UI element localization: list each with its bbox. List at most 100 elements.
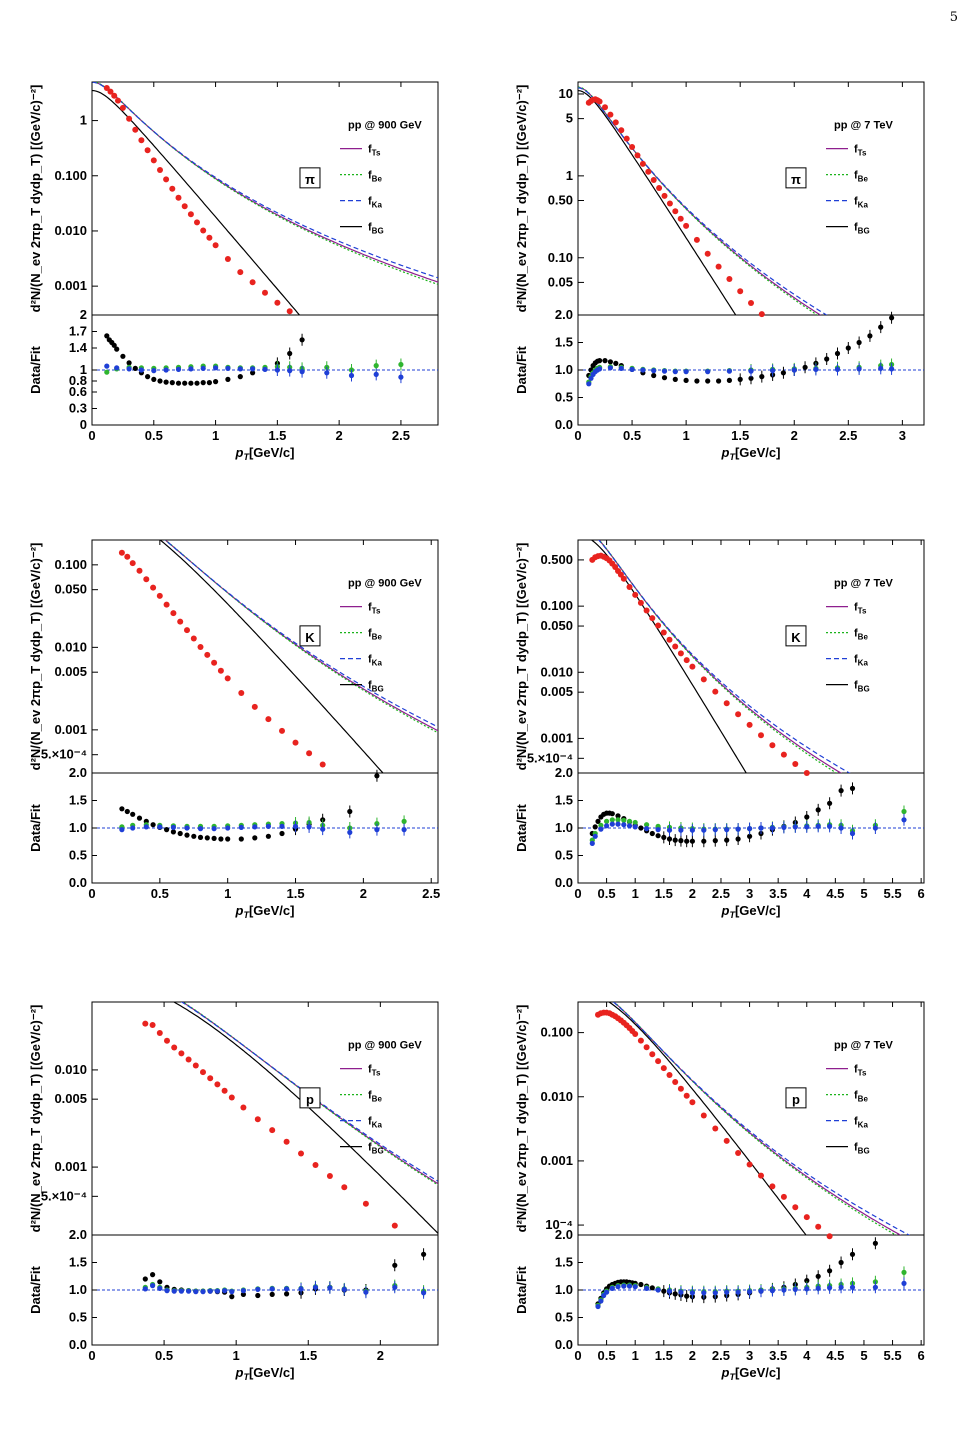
ratio-point-blue bbox=[320, 826, 326, 832]
x-tick-label: 2 bbox=[689, 886, 696, 901]
data-point bbox=[142, 1020, 149, 1027]
ratio-y-tick-label: 0.5 bbox=[555, 390, 573, 405]
legend-label-ts: fTs bbox=[368, 1064, 381, 1078]
fit-curve-be bbox=[578, 86, 819, 315]
legend-label-sub: Ka bbox=[858, 201, 869, 210]
data-point bbox=[689, 663, 696, 670]
ratio-point-blue bbox=[748, 368, 754, 374]
x-tick-label: 1 bbox=[233, 1348, 240, 1363]
ratio-point-blue bbox=[170, 824, 176, 830]
x-tick-label: 3 bbox=[746, 886, 753, 901]
ratio-point-green bbox=[604, 818, 610, 824]
legend-title: pp @ 7 TeV bbox=[834, 578, 893, 590]
ratio-point-blue bbox=[626, 823, 633, 829]
particle-label: p bbox=[306, 1092, 314, 1107]
panel-p-900: 0 0.5 1 1.5 2 0.010 0.005 0.001 5.×10⁻⁴ 0.0 0.5 1.0… bbox=[0, 990, 470, 1430]
ratio-point-blue bbox=[138, 367, 144, 373]
data-point bbox=[265, 716, 272, 723]
ratio-point-blue bbox=[629, 366, 635, 372]
data-point bbox=[637, 599, 644, 606]
data-point bbox=[111, 92, 118, 99]
y-tick-label: 0.010 bbox=[54, 223, 87, 238]
legend-label-f: f bbox=[368, 1090, 372, 1102]
data-point bbox=[181, 203, 188, 210]
ratio-point-black bbox=[347, 808, 353, 815]
ratio-point-blue bbox=[341, 1286, 347, 1292]
data-point bbox=[292, 739, 299, 746]
x-axis-title: pT[GeV/c] bbox=[235, 445, 295, 462]
ratio-point-black bbox=[672, 376, 678, 382]
ratio-point-black bbox=[597, 358, 603, 364]
data-point bbox=[124, 553, 131, 560]
ratio-point-blue bbox=[401, 827, 407, 833]
fit-curve-ts bbox=[612, 1002, 902, 1235]
ratio-point-blue bbox=[735, 826, 741, 832]
ratio-point-black bbox=[211, 835, 217, 841]
ratio-point-blue bbox=[889, 366, 895, 372]
data-point bbox=[192, 1062, 199, 1069]
ratio-point-blue bbox=[279, 823, 285, 829]
ratio-point-black bbox=[834, 350, 841, 357]
y-axis-title: d²N/(N_ev 2πp_T dydp_T) [(GeV/c)⁻²] bbox=[28, 1005, 43, 1233]
data-point bbox=[274, 299, 281, 306]
ratio-point-black bbox=[279, 830, 285, 837]
ratio-point-black bbox=[191, 833, 197, 839]
data-point bbox=[656, 185, 663, 191]
legend-label-f: f bbox=[854, 1064, 858, 1076]
data-point bbox=[803, 770, 810, 776]
legend-label-f: f bbox=[854, 628, 858, 640]
fit-curve-ka bbox=[180, 1002, 438, 1182]
data-point bbox=[672, 208, 679, 215]
fit-curves bbox=[92, 82, 438, 315]
y-tick-label: 1 bbox=[566, 168, 573, 183]
data-point bbox=[672, 1079, 679, 1085]
ratio-point-blue bbox=[200, 1289, 206, 1295]
ratio-point-blue bbox=[781, 824, 787, 830]
particle-label-box bbox=[299, 1087, 321, 1109]
legend-label-ts: fTs bbox=[854, 602, 867, 616]
ratio-point-blue bbox=[126, 366, 132, 372]
ratio-point-green bbox=[901, 1269, 907, 1275]
ratio-point-black bbox=[157, 378, 163, 384]
ratio-point-black bbox=[120, 353, 126, 359]
ratio-point-black bbox=[136, 815, 143, 821]
ratio-y-tick-label: 2.0 bbox=[69, 765, 87, 780]
data-point bbox=[212, 242, 219, 249]
x-axis-title-p: p bbox=[721, 445, 730, 460]
ratio-point-blue bbox=[632, 824, 638, 830]
ratio-y-tick-label: 0.0 bbox=[555, 417, 573, 432]
ratio-point-blue bbox=[306, 824, 312, 830]
ratio-y-tick-label: 1.5 bbox=[555, 793, 573, 808]
y-axis-title: d²N/(N_ev 2πp_T dydp_T) [(GeV/c)⁻²] bbox=[514, 85, 529, 313]
data-point bbox=[672, 643, 679, 650]
data-point bbox=[650, 177, 657, 183]
x-axis-title: pT[GeV/c] bbox=[721, 445, 781, 462]
ratio-point-black bbox=[849, 1251, 856, 1257]
x-tick-label: 1.5 bbox=[655, 1348, 673, 1363]
ratio-point-black bbox=[716, 378, 722, 384]
y-tick-label: 0.010 bbox=[540, 1089, 573, 1104]
data-point bbox=[129, 560, 136, 567]
ratio-point-black bbox=[615, 813, 621, 819]
legend-label-sub: BG bbox=[372, 685, 384, 694]
data-point bbox=[637, 1037, 644, 1044]
data-point bbox=[136, 567, 143, 574]
data-point bbox=[643, 607, 650, 614]
fit-curve-bg bbox=[172, 1002, 438, 1234]
ratio-point-black bbox=[684, 838, 690, 844]
ratio-point-blue bbox=[597, 366, 603, 372]
particle-label-box bbox=[299, 625, 321, 647]
ratio-point-blue bbox=[724, 827, 730, 833]
ratio-point-blue bbox=[252, 824, 258, 830]
y-tick-label: 0.001 bbox=[540, 730, 573, 745]
legend-title: pp @ 900 GeV bbox=[348, 1040, 422, 1052]
ratio-point-black bbox=[252, 835, 258, 841]
data-point bbox=[118, 549, 125, 556]
legend-label-sub: Ts bbox=[372, 607, 381, 616]
data-point bbox=[163, 176, 170, 183]
ratio-point-black bbox=[672, 1291, 678, 1297]
ratio-point-black bbox=[392, 1262, 398, 1268]
data-point bbox=[187, 211, 194, 218]
x-tick-label: 2 bbox=[377, 1348, 384, 1363]
data-point bbox=[723, 1137, 730, 1144]
